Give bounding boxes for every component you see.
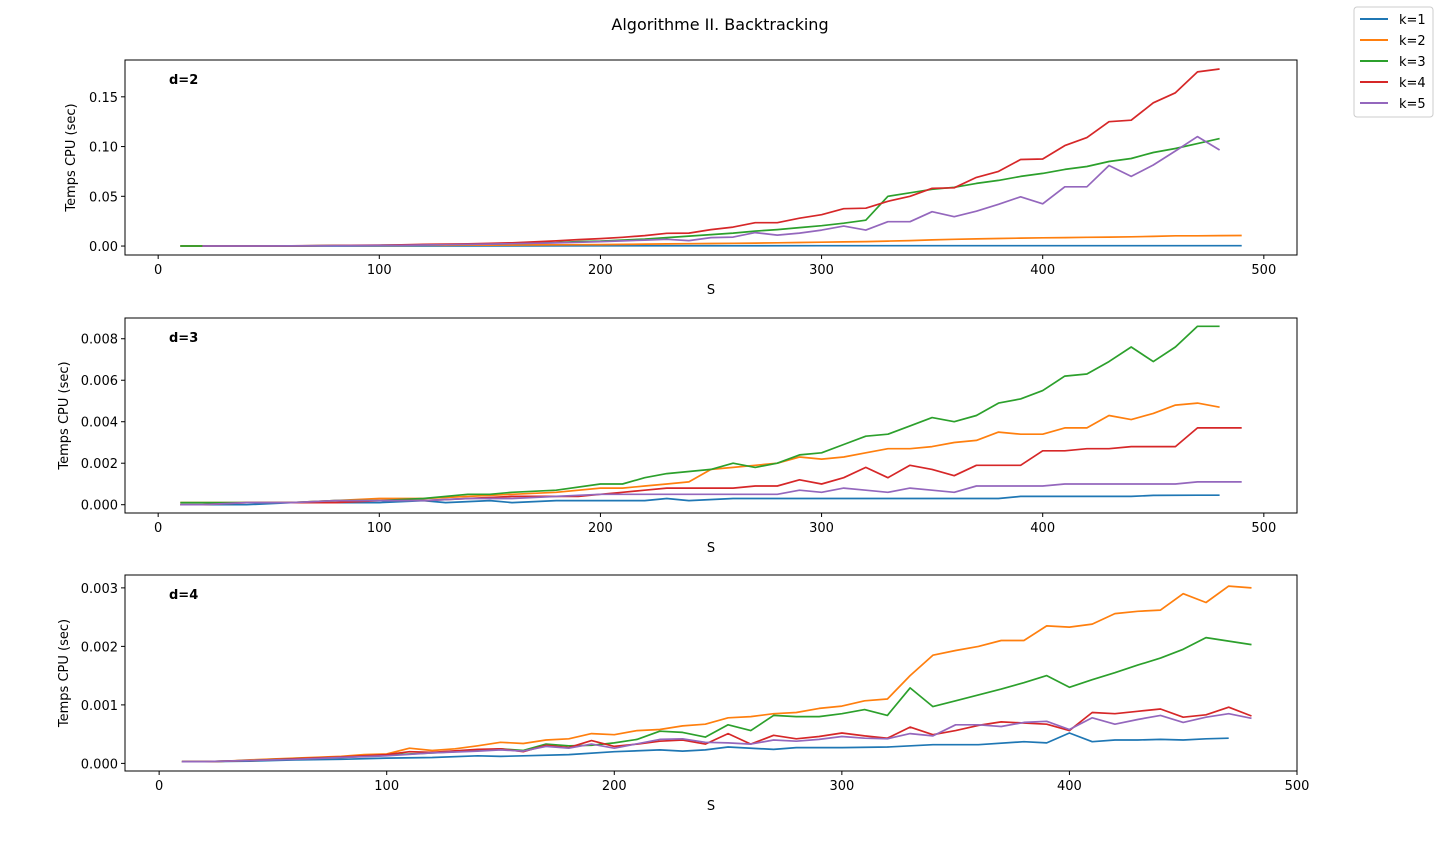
y-tick-label: 0.006 [81, 374, 118, 389]
chart-panel-1: 0 100 200 300 400 500 0.00 0.05 0.10 0.15 S Temps C… [64, 59, 1298, 298]
figure-title: Algorithme II. Backtracking [611, 15, 828, 34]
x-axis-label: S [707, 799, 715, 814]
y-tick-label: 0.15 [89, 91, 118, 106]
y-tick-label: 0.000 [81, 757, 118, 772]
x-tick-label: 500 [1251, 521, 1276, 536]
legend-label-k4: k=4 [1399, 76, 1426, 91]
x-tick-label: 0 [154, 263, 162, 278]
plot-frame [124, 574, 1298, 772]
legend-label-k2: k=2 [1399, 34, 1426, 49]
series-line-k5 [180, 481, 1242, 506]
series-line-k1 [181, 732, 1229, 763]
legend: k=1 k=2 k=3 k=4 k=5 [1353, 6, 1434, 118]
y-tick-label: 0.000 [81, 499, 118, 514]
panel-annotation: d=2 [169, 73, 198, 88]
series-line-k1 [180, 494, 1220, 506]
y-axis-label: Temps CPU (sec) [64, 103, 79, 212]
x-tick-label: 300 [809, 263, 834, 278]
plot-frame [124, 317, 1298, 514]
plot-frame [124, 59, 1298, 256]
series-line-k3 [180, 325, 1220, 504]
x-tick-label: 200 [588, 521, 613, 536]
legend-box [1353, 6, 1434, 118]
legend-label-k3: k=3 [1399, 55, 1426, 70]
y-tick-label: 0.002 [81, 457, 118, 472]
x-tick-label: 100 [374, 779, 399, 794]
panel-annotation: d=3 [169, 331, 198, 346]
x-tick-label: 300 [809, 521, 834, 536]
legend-label-k1: k=1 [1399, 13, 1426, 28]
panel-annotation: d=4 [169, 588, 198, 603]
x-tick-label: 0 [155, 779, 163, 794]
x-tick-label: 100 [367, 521, 392, 536]
series-line-k5 [181, 712, 1252, 763]
y-axis-label: Temps CPU (sec) [57, 619, 72, 728]
x-tick-label: 200 [588, 263, 613, 278]
y-tick-label: 0.003 [81, 582, 118, 597]
x-tick-label: 400 [1057, 779, 1082, 794]
series-line-k2 [181, 585, 1252, 763]
x-tick-label: 400 [1030, 521, 1055, 536]
x-tick-label: 500 [1285, 779, 1310, 794]
y-tick-label: 0.10 [89, 141, 118, 156]
x-tick-label: 400 [1030, 263, 1055, 278]
x-tick-label: 0 [154, 521, 162, 536]
x-tick-label: 500 [1251, 263, 1276, 278]
y-tick-label: 0.05 [89, 190, 118, 205]
x-axis-label: S [707, 541, 715, 556]
x-tick-label: 200 [602, 779, 627, 794]
chart-panel-2: 0 100 200 300 400 500 0.000 0.002 0.004 0.006 0.00… [57, 317, 1298, 556]
y-tick-label: 0.001 [81, 699, 118, 714]
series-line-k5 [202, 135, 1221, 247]
y-tick-label: 0.00 [89, 240, 118, 255]
y-axis-label: Temps CPU (sec) [57, 361, 72, 470]
x-tick-label: 100 [367, 263, 392, 278]
y-tick-label: 0.002 [81, 640, 118, 655]
y-tick-label: 0.008 [81, 333, 118, 348]
legend-label-k5: k=5 [1399, 97, 1426, 112]
y-tick-label: 0.004 [81, 416, 118, 431]
chart-panel-3: 0 100 200 300 400 500 0.000 0.001 0.002 0.003 S Tem… [57, 574, 1310, 814]
x-tick-label: 300 [829, 779, 854, 794]
x-axis-label: S [707, 283, 715, 298]
